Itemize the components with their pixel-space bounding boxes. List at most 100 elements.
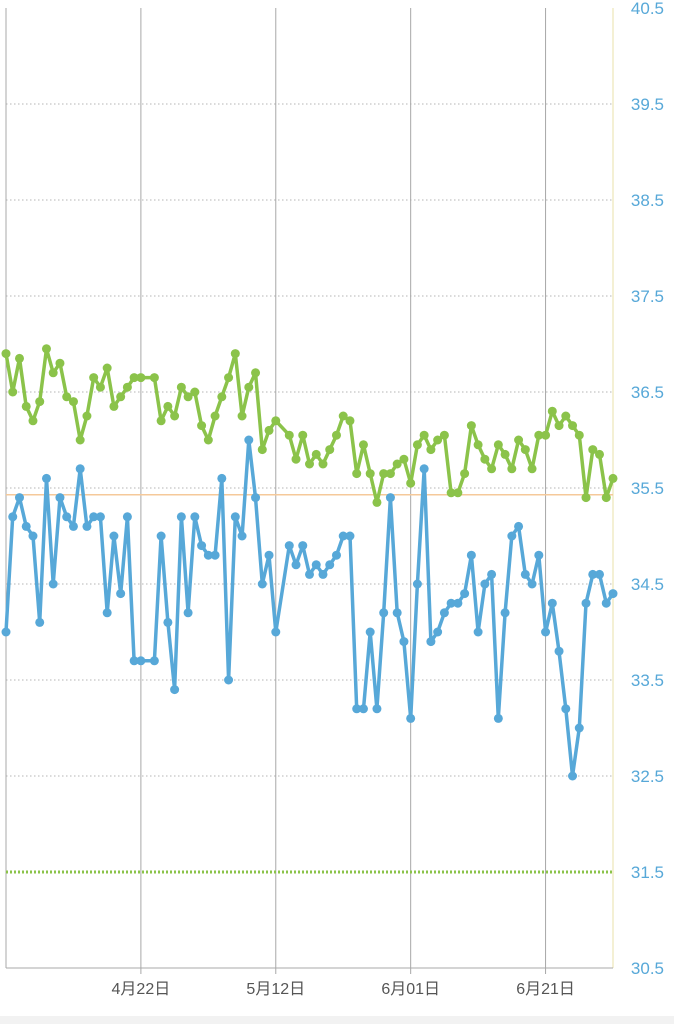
data-point <box>197 421 207 431</box>
data-point <box>433 627 443 637</box>
data-point <box>41 344 51 354</box>
data-point <box>291 454 301 464</box>
data-point <box>244 435 254 445</box>
data-point <box>419 430 429 440</box>
data-point <box>170 685 180 695</box>
data-point <box>426 445 436 455</box>
data-point <box>507 464 517 474</box>
data-point <box>480 454 490 464</box>
data-point <box>554 646 564 656</box>
data-point <box>190 512 200 522</box>
data-point <box>352 469 362 479</box>
data-point <box>527 464 537 474</box>
data-point <box>520 445 530 455</box>
data-point <box>406 478 416 488</box>
data-point <box>230 349 240 359</box>
y-tick-label: 32.5 <box>631 767 664 786</box>
data-point <box>1 349 11 359</box>
data-point <box>554 421 564 431</box>
data-point <box>358 440 368 450</box>
data-point <box>325 445 335 455</box>
data-point <box>480 579 490 589</box>
data-point <box>68 397 78 407</box>
data-point <box>210 550 220 560</box>
data-point <box>224 373 234 383</box>
data-point <box>82 521 92 531</box>
data-point <box>392 608 402 618</box>
data-point <box>244 382 254 392</box>
data-point <box>284 541 294 551</box>
data-point <box>190 387 200 397</box>
data-point <box>601 493 611 503</box>
data-point <box>318 569 328 579</box>
data-point <box>493 713 503 723</box>
data-point <box>149 656 159 666</box>
data-point <box>412 579 422 589</box>
y-tick-label: 31.5 <box>631 863 664 882</box>
data-point <box>156 416 166 426</box>
data-point <box>257 445 267 455</box>
data-point <box>466 421 476 431</box>
y-axis-ticks: 40.5 39.5 38.5 37.5 36.5 35.5 34.5 33.5 32.5 31.5… <box>631 0 664 978</box>
x-tick-label: 5月12日 <box>246 981 305 998</box>
data-point <box>588 569 598 579</box>
data-point <box>439 430 449 440</box>
data-point <box>595 569 605 579</box>
data-point <box>514 521 524 531</box>
data-point <box>136 373 146 383</box>
data-point <box>358 704 368 714</box>
data-point <box>534 550 544 560</box>
data-point <box>163 401 173 411</box>
data-point <box>183 608 193 618</box>
data-point <box>237 411 247 421</box>
data-point <box>149 373 159 383</box>
data-point <box>224 675 234 685</box>
data-point <box>28 416 38 426</box>
data-point <box>176 382 186 392</box>
data-point <box>372 497 382 507</box>
data-point <box>197 541 207 551</box>
y-tick-label: 36.5 <box>631 383 664 402</box>
data-point <box>453 598 463 608</box>
data-point <box>170 411 180 421</box>
data-point <box>588 445 598 455</box>
data-point <box>581 598 591 608</box>
y-tick-label: 33.5 <box>631 671 664 690</box>
data-point <box>365 469 375 479</box>
data-point <box>156 531 166 541</box>
data-point <box>311 560 321 570</box>
data-point <box>500 449 510 459</box>
y-tick-label: 40.5 <box>631 0 664 18</box>
data-point <box>541 430 551 440</box>
data-point <box>21 401 31 411</box>
data-point <box>129 373 139 383</box>
data-point <box>385 493 395 503</box>
data-point <box>399 454 409 464</box>
data-point <box>14 353 24 363</box>
data-point <box>345 531 355 541</box>
data-point <box>331 430 341 440</box>
data-point <box>568 421 578 431</box>
data-point <box>264 550 274 560</box>
data-point <box>338 531 348 541</box>
data-point <box>379 469 389 479</box>
data-point <box>122 512 132 522</box>
data-point <box>41 473 51 483</box>
data-point <box>419 464 429 474</box>
data-point <box>237 531 247 541</box>
grid <box>5 8 614 969</box>
y-tick-label: 39.5 <box>631 95 664 114</box>
data-point <box>217 392 227 402</box>
data-point <box>251 368 261 378</box>
data-point <box>372 704 382 714</box>
data-point <box>493 440 503 450</box>
series <box>1 344 618 781</box>
data-point <box>21 521 31 531</box>
bottom-bar <box>0 1016 674 1024</box>
data-point <box>176 512 186 522</box>
data-point <box>460 589 470 599</box>
series-line <box>4 347 615 505</box>
data-point <box>55 358 65 368</box>
data-point <box>75 464 85 474</box>
data-point <box>406 713 416 723</box>
